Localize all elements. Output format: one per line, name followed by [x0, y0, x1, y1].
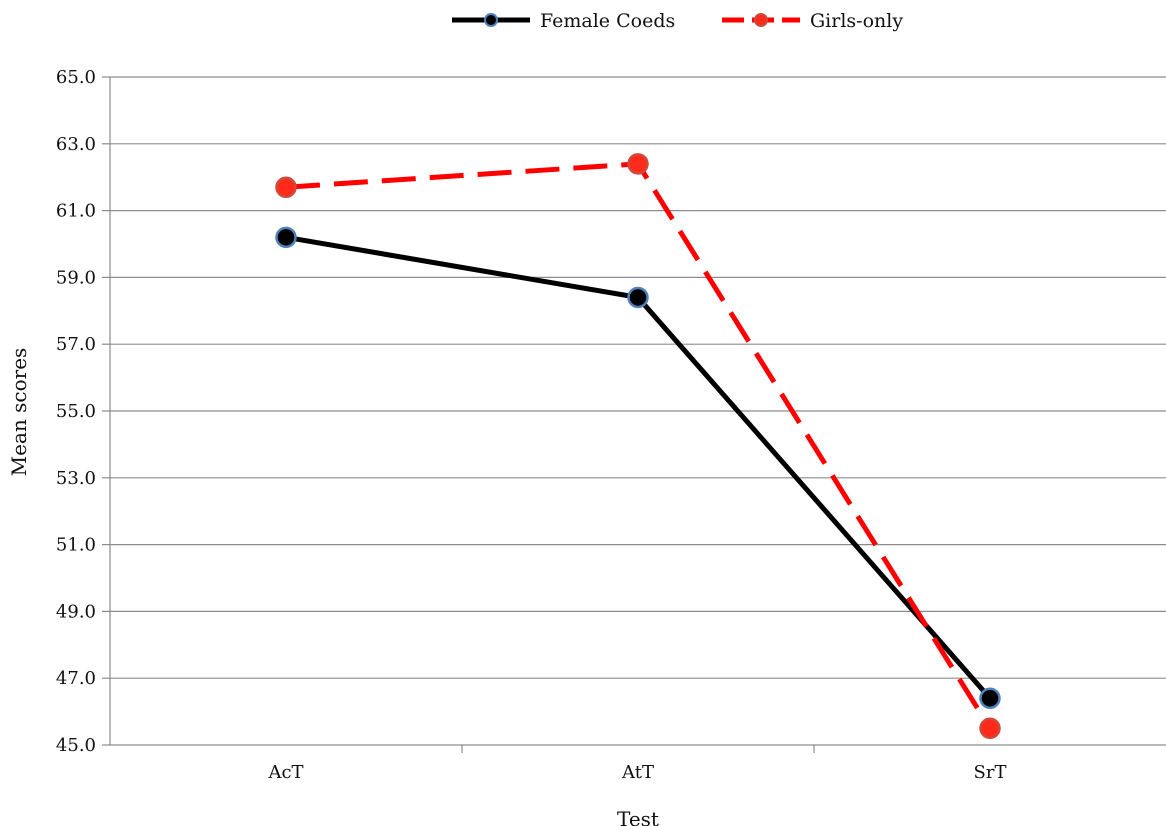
data-point[interactable]	[627, 153, 649, 175]
legend: Female Coeds Girls-only	[452, 10, 903, 32]
y-tick-label: 51.0	[56, 535, 96, 556]
data-point[interactable]	[979, 687, 1001, 709]
axes	[102, 76, 1166, 753]
legend-label: Female Coeds	[540, 10, 675, 32]
x-tick-label: AcT	[267, 762, 303, 783]
y-axis-title: Mean scores	[7, 348, 31, 477]
series-group	[275, 153, 1001, 740]
y-tick-label: 55.0	[56, 401, 96, 422]
x-tick-labels: AcT AtT SrT	[267, 762, 1006, 783]
x-tick-label: SrT	[974, 762, 1007, 783]
y-tick-label: 49.0	[56, 601, 96, 622]
data-point[interactable]	[979, 717, 1001, 740]
data-point[interactable]	[627, 286, 649, 309]
y-tick-label: 45.0	[56, 735, 96, 756]
x-axis-title: Test	[617, 807, 659, 826]
y-tick-label: 61.0	[56, 201, 96, 222]
series-line-2	[285, 161, 993, 730]
gridlines	[110, 76, 1166, 679]
y-tick-label: 63.0	[56, 134, 96, 155]
y-tick-label: 53.0	[56, 468, 96, 489]
data-point[interactable]	[275, 176, 297, 198]
legend-swatch-marker	[484, 13, 498, 27]
y-tick-label: 47.0	[56, 668, 96, 689]
data-point[interactable]	[275, 226, 297, 249]
legend-swatch-marker	[754, 13, 768, 27]
y-tick-labels: 45.0 47.0 49.0 51.0 53.0 55.0 57.0 59.0 61.0 63.0…	[56, 67, 96, 756]
legend-label: Girls-only	[810, 10, 903, 32]
y-tick-label: 57.0	[56, 334, 96, 355]
y-tick-label: 59.0	[56, 267, 96, 288]
y-tick-label: 65.0	[56, 67, 96, 88]
x-tick-label: AtT	[621, 762, 654, 783]
